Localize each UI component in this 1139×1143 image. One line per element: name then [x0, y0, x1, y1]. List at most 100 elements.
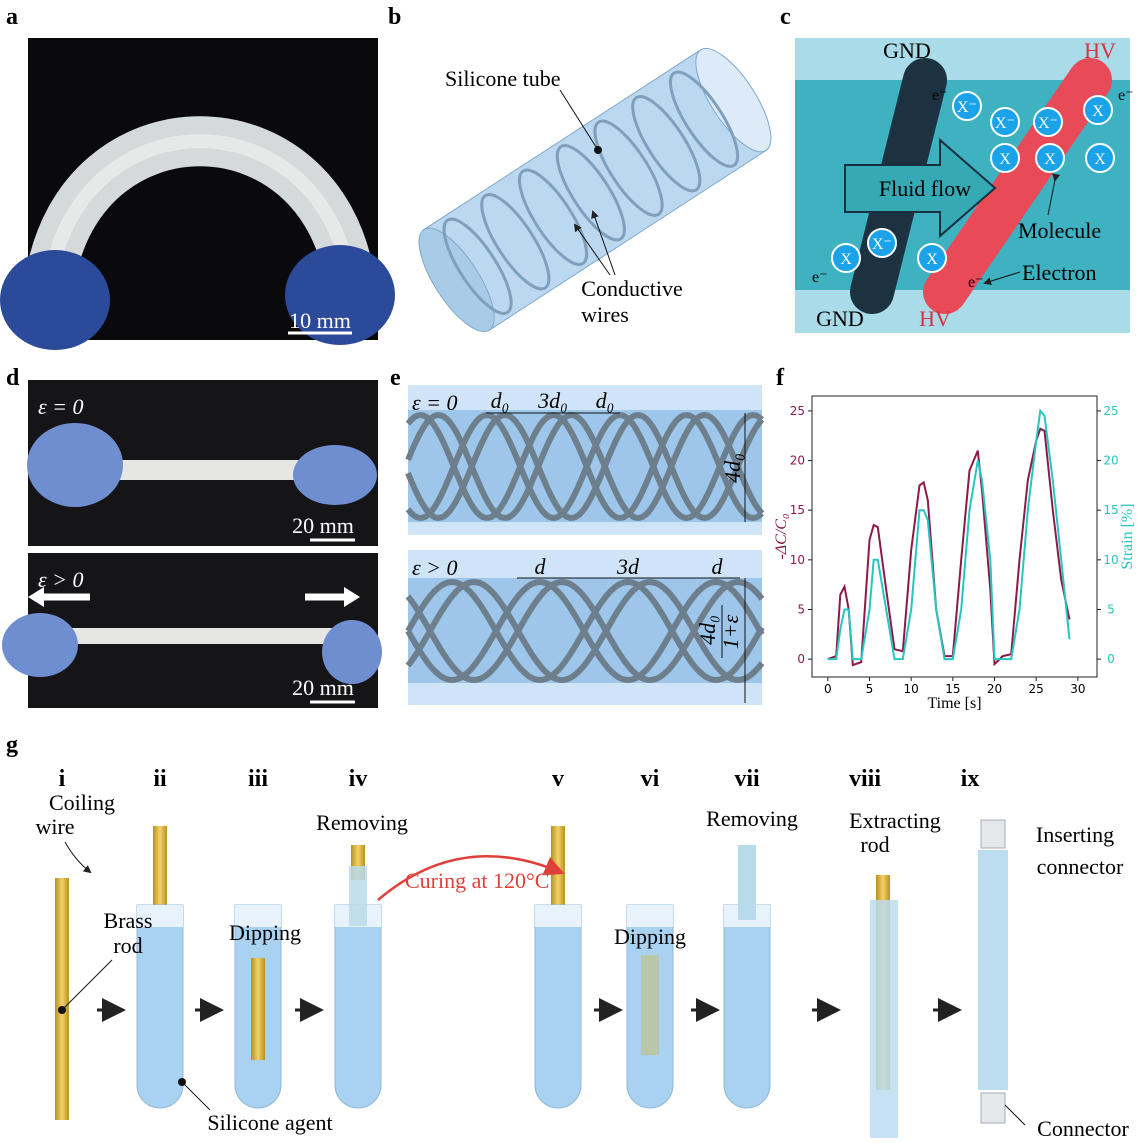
ion-label: X⁻ — [1038, 115, 1058, 132]
ion-label: X⁻ — [995, 115, 1015, 132]
y2-tick-label: 10 — [1103, 553, 1118, 567]
y-axis-label: -ΔC/C₀ — [773, 513, 790, 559]
coated-rod — [641, 955, 659, 1055]
panel-label: c — [780, 4, 791, 30]
step-number: iii — [248, 766, 268, 792]
step-label: Silicone agent — [207, 1110, 332, 1135]
step-number: v — [552, 766, 564, 792]
step-label: Extracting — [849, 808, 941, 833]
glove — [27, 423, 123, 507]
strain-label: ε > 0 — [38, 567, 84, 592]
leader — [1005, 1105, 1025, 1125]
coated-rod — [738, 845, 756, 920]
ion-label: X — [840, 251, 852, 268]
step-label: Removing — [706, 806, 798, 831]
panel-label: g — [6, 732, 18, 758]
connector-shape — [981, 1093, 1005, 1123]
rod — [251, 958, 265, 1060]
container — [335, 905, 381, 1108]
rod — [551, 826, 565, 905]
panel-label: f — [776, 365, 785, 391]
container — [137, 905, 183, 1108]
step-number: iv — [349, 766, 368, 792]
strain-label: ε = 0 — [38, 394, 84, 419]
diameter-numerator: 4d₀ — [695, 615, 720, 645]
page: a 10 mm b Silicone tube Conductive wires… — [0, 0, 1139, 1138]
x-tick-label: 25 — [1029, 682, 1044, 696]
scale-label: 20 mm — [292, 513, 354, 538]
leader-dot — [594, 146, 602, 154]
glove — [293, 445, 377, 505]
step-label: Coiling — [49, 790, 115, 815]
electron-label: Electron — [1022, 260, 1097, 285]
step-label: Inserting — [1036, 822, 1114, 847]
diameter-denominator: 1+ε — [718, 614, 743, 649]
leader-dot — [178, 1078, 186, 1086]
y-tick-label: 0 — [797, 652, 805, 666]
x-tick-label: 10 — [904, 682, 919, 696]
ion-label: X — [926, 251, 938, 268]
step-number: ix — [961, 766, 980, 792]
y2-tick-label: 20 — [1103, 454, 1118, 468]
hv-label: HV — [919, 306, 951, 331]
y2-axis-label: Strain [%] — [1119, 503, 1136, 569]
ion-label: X — [1044, 151, 1056, 168]
gap-label: d₀ — [596, 388, 615, 413]
gap-label: d — [712, 554, 724, 579]
step-label: Brass — [104, 908, 153, 933]
connector-shape — [981, 820, 1005, 848]
step-number: i — [59, 766, 66, 792]
wires-label: wires — [581, 302, 629, 327]
hv-label: HV — [1084, 38, 1116, 63]
step-label: wire — [35, 814, 74, 839]
molecule-label: Molecule — [1018, 218, 1101, 243]
y2-tick-label: 0 — [1107, 652, 1115, 666]
wires-label: Conductive — [581, 276, 682, 301]
curing-label: Curing at 120°C — [405, 868, 549, 893]
x-tick-label: 15 — [945, 682, 960, 696]
rod — [153, 826, 167, 905]
step-number: viii — [849, 766, 881, 792]
step-label: Dipping — [614, 924, 686, 949]
tube — [100, 460, 315, 480]
strain-label: ε > 0 — [412, 555, 458, 580]
gap-label: d — [535, 554, 547, 579]
panel-label: b — [388, 4, 401, 30]
silicone-tube — [978, 850, 1008, 1090]
container-rim — [535, 905, 581, 927]
glove — [2, 613, 78, 677]
ion-label: X⁻ — [957, 99, 977, 116]
diameter-label: 4d₀ — [720, 453, 745, 483]
leader — [62, 960, 112, 1010]
ion-label: X — [1092, 103, 1104, 120]
y2-tick-label: 25 — [1103, 404, 1118, 418]
gnd-label: GND — [883, 38, 931, 63]
panel-label: e — [390, 365, 401, 391]
leader — [182, 1082, 210, 1110]
step-label: connector — [1037, 854, 1124, 879]
figure: a 10 mm b Silicone tube Conductive wires… — [0, 0, 1139, 1138]
leader-dot — [58, 1006, 66, 1014]
container — [535, 905, 581, 1108]
gap-label: d₀ — [491, 388, 510, 413]
step-number: vi — [641, 766, 660, 792]
y-tick-label: 10 — [790, 553, 805, 567]
strain-label: ε = 0 — [412, 390, 458, 415]
panel-label: d — [6, 365, 20, 391]
rod — [55, 878, 69, 1120]
y2-tick-label: 5 — [1107, 602, 1115, 616]
step-label: rod — [860, 832, 889, 857]
glove — [0, 250, 110, 350]
x-tick-label: 5 — [866, 682, 874, 696]
y-tick-label: 20 — [790, 454, 805, 468]
electron-symbol: e⁻ — [1118, 87, 1134, 104]
step-number: vii — [734, 766, 760, 792]
y-tick-label: 25 — [790, 404, 805, 418]
step-label: rod — [113, 933, 142, 958]
leader — [65, 842, 90, 872]
x-tick-label: 30 — [1070, 682, 1085, 696]
x-tick-label: 20 — [987, 682, 1002, 696]
gnd-label: GND — [816, 306, 864, 331]
scale-label: 10 mm — [289, 308, 351, 333]
